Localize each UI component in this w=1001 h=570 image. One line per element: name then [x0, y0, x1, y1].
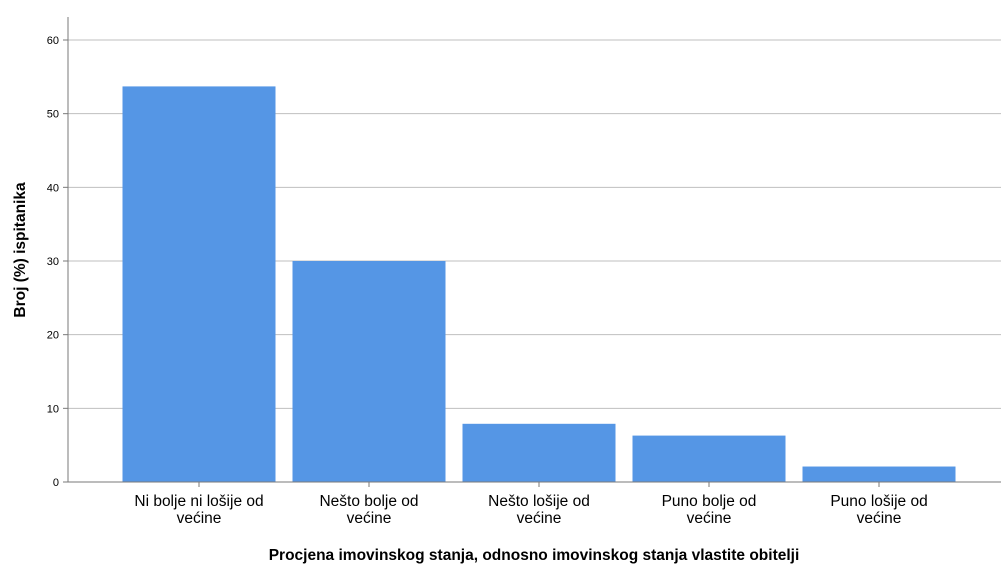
x-category-label-line: većine: [687, 510, 732, 527]
y-axis-title: Broj (%) ispitanika: [12, 182, 29, 318]
bar: [292, 261, 446, 482]
y-tick-label: 10: [47, 403, 59, 415]
x-category-label-line: Puno bolje od: [662, 493, 757, 510]
bar: [802, 466, 956, 482]
x-category-label: Nešto lošije od većine: [488, 493, 590, 527]
y-tick-label: 0: [53, 477, 59, 489]
x-category-label-line: većine: [517, 510, 562, 527]
x-category-label: Puno bolje od većine: [662, 493, 757, 527]
x-category-label-line: Puno lošije od: [830, 493, 927, 510]
x-category-label: Ni bolje ni lošije od većine: [134, 493, 263, 527]
y-tick-labels: 0 10 20 30 40 50 60: [47, 35, 68, 489]
x-category-label-line: većine: [857, 510, 902, 527]
bars: [122, 86, 956, 482]
y-tick-label: 50: [47, 109, 59, 121]
x-category-label: Nešto bolje od većine: [319, 493, 418, 527]
bar: [632, 435, 786, 482]
y-tick-label: 20: [47, 330, 59, 342]
y-tick-label: 40: [47, 182, 59, 194]
y-tick-label: 30: [47, 256, 59, 268]
x-category-label-line: Ni bolje ni lošije od: [134, 493, 263, 510]
bar: [122, 86, 276, 482]
x-category-label-line: Nešto bolje od: [319, 493, 418, 510]
bar: [462, 423, 616, 482]
y-tick-label: 60: [47, 35, 59, 47]
x-category-label-line: Nešto lošije od: [488, 493, 590, 510]
axes: [67, 17, 1001, 483]
x-category-label-line: većine: [347, 510, 392, 527]
x-category-label-line: većine: [177, 510, 222, 527]
x-axis-title: Procjena imovinskog stanja, odnosno imov…: [269, 547, 800, 564]
x-category-label: Puno lošije od većine: [830, 493, 927, 527]
